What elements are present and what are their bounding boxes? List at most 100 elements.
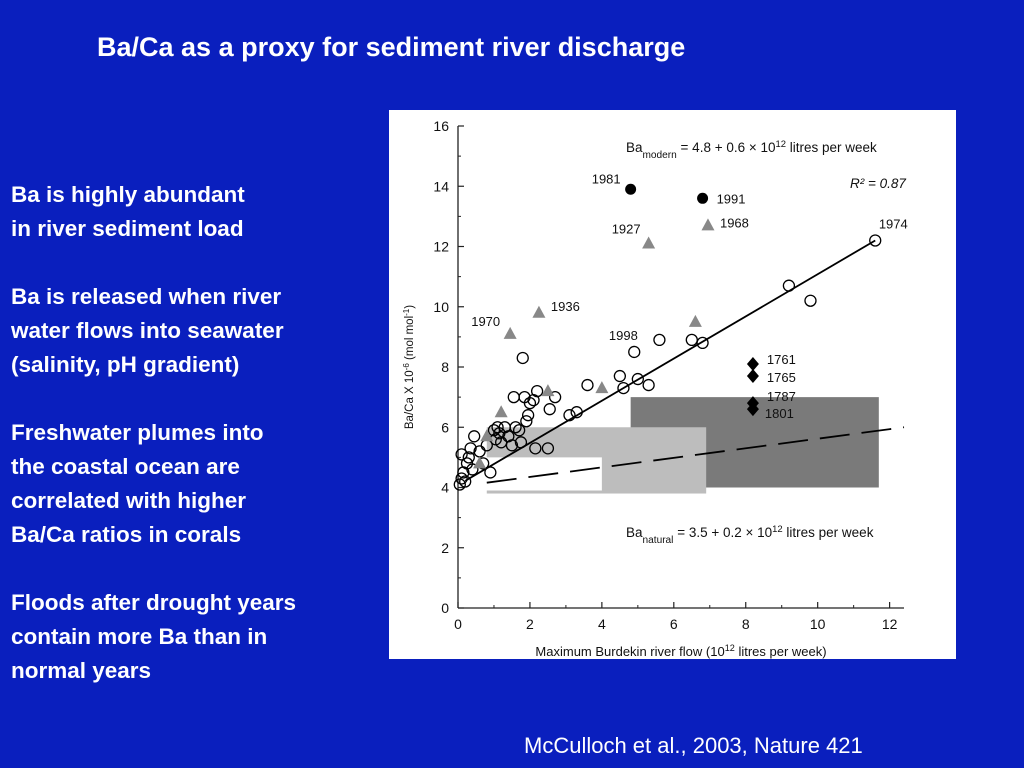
data-point-open-circle [514,436,528,449]
bullet-line: Floods after drought years [11,590,297,615]
point-label: 1991 [717,191,746,206]
bullet-point: Freshwater plumes into the coastal ocean… [11,416,381,552]
x-tick-label: 4 [598,616,606,632]
data-point-triangle [494,405,508,418]
point-label: 1974 [879,216,908,231]
data-point-open-circle [530,384,544,398]
data-point-triangle [688,314,702,327]
data-point-triangle [473,456,487,469]
data-point-filled-circle [625,183,637,195]
point-label: 1981 [592,171,621,186]
bullet-line: in river sediment load [11,216,244,241]
y-tick-label: 6 [441,419,449,435]
data-point-open-circle [869,234,882,247]
data-point-open-circle [507,390,520,404]
data-point-open-circle [782,279,796,292]
data-point-triangle [642,236,656,249]
data-point-open-circle [512,424,526,437]
point-label: 1801 [765,406,794,421]
data-point-open-circle [491,421,504,434]
y-tick-label: 14 [433,178,449,194]
data-point-open-circle [516,351,529,365]
bullet-point: Ba is highly abundant in river sediment … [11,178,381,246]
data-point-open-circle [653,333,666,347]
natural-regression-line [486,426,905,484]
bullet-line: contain more Ba than in [11,624,268,649]
point-label: 1998 [609,328,638,343]
r-squared-label: R² = 0.87 [850,176,906,191]
data-point-diamond [746,369,759,384]
data-point-open-circle [696,336,709,350]
data-point-triangle [595,381,609,394]
data-point-open-circle [455,448,468,461]
bullet-list: Ba is highly abundant in river sediment … [11,178,381,722]
data-point-open-circle [520,415,533,428]
y-tick-label: 2 [441,540,449,556]
y-tick-label: 12 [433,239,449,255]
y-tick-label: 8 [441,359,449,375]
data-point-open-circle [613,369,627,383]
modern-regression-line [464,239,876,482]
y-tick-label: 4 [441,480,449,496]
data-point-open-circle [521,409,535,422]
data-point-filled-circle [697,192,709,204]
data-point-open-circle [484,466,497,479]
x-tick-label: 12 [882,616,898,632]
bullet-line: Ba is highly abundant [11,182,245,207]
data-point-open-circle [570,406,583,419]
range-box [470,457,602,491]
x-tick-label: 6 [670,616,678,632]
natural-equation: Banatural = 3.5 + 0.2 × 1012 litres per … [626,524,874,546]
data-point-open-circle [455,472,468,485]
point-label: 1761 [767,352,796,367]
point-label: 1936 [551,299,580,314]
data-point-diamond [746,356,759,371]
point-label: 1968 [720,215,749,230]
slide-title: Ba/Ca as a proxy for sediment river disc… [97,32,686,62]
y-tick-label: 0 [441,600,449,616]
modern-equation: Bamodern = 4.8 + 0.6 × 1012 litres per w… [626,139,877,161]
data-point-open-circle [804,294,817,307]
x-axis-label: Maximum Burdekin river flow (1012 litres… [535,643,826,659]
point-label: 1970 [471,314,500,329]
point-label: 1765 [767,370,796,385]
data-point-open-circle [685,333,698,347]
y-tick-label: 10 [433,299,449,315]
data-point-open-circle [541,442,555,455]
data-point-triangle [541,384,555,397]
point-label: 1927 [612,221,641,236]
bullet-point: Floods after drought years contain more … [11,586,381,688]
bullet-line: the coastal ocean are [11,454,240,479]
bullet-line: normal years [11,658,152,683]
y-axis-label: Ba/Ca X 10-6 (mol mol-1) [402,305,417,429]
citation: McCulloch et al., 2003, Nature 421 [524,733,863,758]
data-point-open-circle [529,442,542,455]
data-point-open-circle [548,390,562,404]
data-point-open-circle [505,439,519,452]
data-point-triangle [701,218,715,231]
bullet-line: Ba is released when river [11,284,282,309]
data-point-triangle [503,326,517,339]
data-point-open-circle [459,475,472,488]
data-point-diamond [746,402,759,417]
x-tick-label: 8 [742,616,750,632]
x-tick-label: 2 [526,616,534,632]
data-point-open-circle [462,451,475,464]
y-tick-label: 16 [433,118,449,134]
bullet-line: water flows into seawater [11,318,284,343]
scatter-chart: 0 2 4 6 8 10 12 0 2 4 6 8 10 12 14 16 Maximum Burdekin r… [389,110,956,659]
data-point-open-circle [581,378,594,392]
x-tick-label: 0 [454,616,462,632]
data-point-triangle [480,429,494,442]
bullet-line: correlated with higher [11,488,247,513]
point-label: 1787 [767,389,796,404]
data-point-triangle [532,305,546,318]
data-point-open-circle [642,378,655,392]
data-point-open-circle [466,463,479,476]
data-point-open-circle [464,442,477,455]
data-point-open-circle [563,409,576,422]
data-point-open-circle [509,421,522,434]
chart-svg: 0 2 4 6 8 10 12 0 2 4 6 8 10 12 14 16 Maximum Burdekin r… [402,118,908,659]
bullet-line: (salinity, pH gradient) [11,352,240,377]
data-point-open-circle [631,372,644,386]
